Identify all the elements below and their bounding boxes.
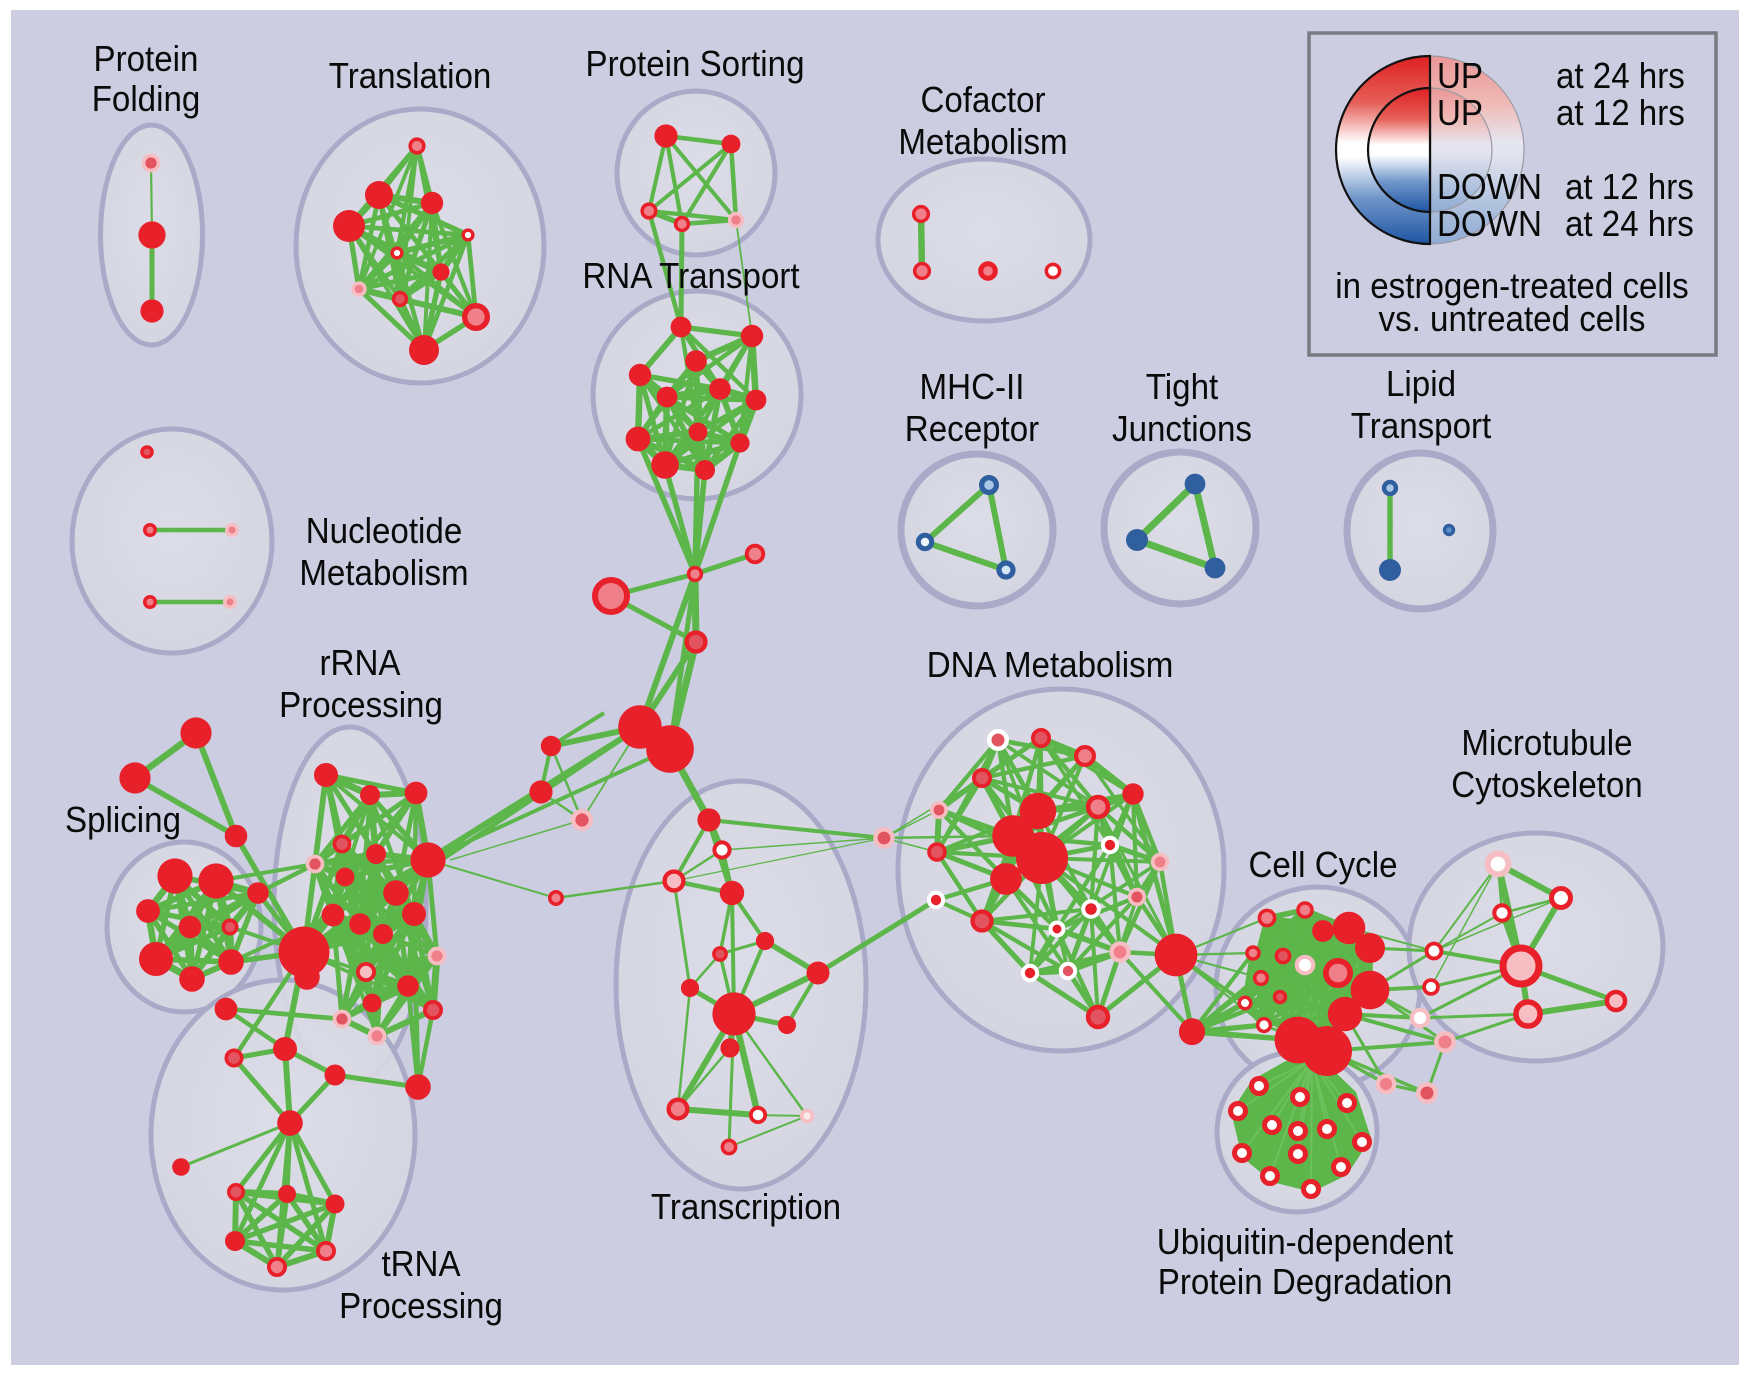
svg-text:Lipid: Lipid bbox=[1386, 363, 1456, 404]
svg-text:Tight: Tight bbox=[1146, 366, 1218, 407]
svg-text:vs. untreated cells: vs. untreated cells bbox=[1379, 298, 1646, 339]
svg-text:DOWN: DOWN bbox=[1437, 203, 1542, 244]
svg-text:at 12 hrs: at 12 hrs bbox=[1565, 166, 1694, 207]
svg-text:Protein Sorting: Protein Sorting bbox=[586, 43, 805, 84]
svg-text:in estrogen-treated cells: in estrogen-treated cells bbox=[1335, 265, 1688, 306]
svg-text:Cofactor: Cofactor bbox=[920, 79, 1045, 120]
svg-text:rRNA: rRNA bbox=[320, 642, 401, 683]
svg-text:RNA Transport: RNA Transport bbox=[582, 255, 799, 296]
svg-text:Cytoskeleton: Cytoskeleton bbox=[1451, 764, 1642, 805]
svg-text:Transcription: Transcription bbox=[651, 1186, 841, 1227]
svg-text:Protein: Protein bbox=[94, 38, 199, 79]
svg-text:at 12 hrs: at 12 hrs bbox=[1556, 92, 1685, 133]
svg-text:at 24 hrs: at 24 hrs bbox=[1556, 55, 1685, 96]
svg-text:Metabolism: Metabolism bbox=[299, 552, 468, 593]
svg-text:DOWN: DOWN bbox=[1437, 166, 1542, 207]
svg-text:Translation: Translation bbox=[329, 55, 492, 96]
svg-text:Microtubule: Microtubule bbox=[1461, 722, 1632, 763]
svg-text:Cell Cycle: Cell Cycle bbox=[1248, 844, 1397, 885]
svg-text:Transport: Transport bbox=[1351, 405, 1492, 446]
svg-text:DNA Metabolism: DNA Metabolism bbox=[927, 644, 1174, 685]
svg-text:Folding: Folding bbox=[92, 78, 201, 119]
svg-text:UP: UP bbox=[1437, 92, 1483, 133]
svg-text:Splicing: Splicing bbox=[65, 799, 181, 840]
svg-text:Processing: Processing bbox=[339, 1285, 503, 1326]
svg-text:UP: UP bbox=[1437, 55, 1483, 96]
svg-text:Protein Degradation: Protein Degradation bbox=[1158, 1261, 1453, 1302]
svg-text:Junctions: Junctions bbox=[1112, 408, 1252, 449]
svg-text:Processing: Processing bbox=[279, 684, 443, 725]
svg-text:Nucleotide: Nucleotide bbox=[306, 510, 463, 551]
svg-text:Ubiquitin-dependent: Ubiquitin-dependent bbox=[1157, 1221, 1453, 1262]
svg-text:MHC-II: MHC-II bbox=[920, 366, 1025, 407]
svg-text:Receptor: Receptor bbox=[905, 408, 1039, 449]
svg-text:Metabolism: Metabolism bbox=[898, 121, 1067, 162]
svg-text:tRNA: tRNA bbox=[381, 1243, 460, 1284]
svg-text:at 24 hrs: at 24 hrs bbox=[1565, 203, 1694, 244]
